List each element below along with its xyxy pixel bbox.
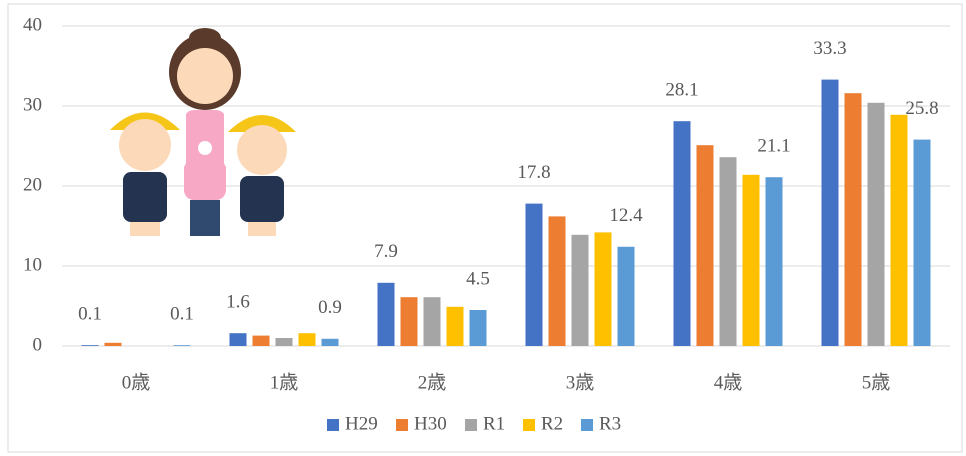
x-tick-label: 4歳 bbox=[714, 371, 743, 393]
bar bbox=[914, 140, 931, 346]
bar bbox=[618, 247, 635, 346]
legend-swatch bbox=[581, 419, 593, 431]
legend-swatch bbox=[396, 419, 408, 431]
bar bbox=[845, 93, 862, 346]
bar bbox=[868, 103, 885, 346]
bar bbox=[276, 338, 293, 346]
data-label: 0.1 bbox=[78, 304, 102, 325]
data-label: 33.3 bbox=[813, 38, 846, 59]
legend-swatch bbox=[523, 419, 535, 431]
bar bbox=[299, 333, 316, 346]
bar bbox=[447, 307, 464, 346]
bar bbox=[82, 345, 99, 346]
bar bbox=[174, 345, 191, 346]
chart: 0 10 20 30 40 0歳 0.1 0.1 1歳 1.6 0.9 2歳 7.9 4.5 3歳 17.8 1… bbox=[0, 0, 966, 456]
bar bbox=[822, 80, 839, 346]
bar bbox=[697, 145, 714, 346]
x-tick-label: 5歳 bbox=[862, 371, 891, 393]
x-tick-label: 2歳 bbox=[418, 371, 447, 393]
legend-swatch bbox=[327, 419, 339, 431]
data-label: 21.1 bbox=[757, 136, 790, 157]
bar bbox=[549, 216, 566, 346]
bar bbox=[766, 177, 783, 346]
bar bbox=[424, 297, 441, 346]
y-tick-label: 30 bbox=[23, 94, 42, 115]
legend-label: R3 bbox=[599, 413, 621, 434]
bar bbox=[470, 310, 487, 346]
data-label: 28.1 bbox=[665, 80, 698, 101]
data-label: 7.9 bbox=[374, 241, 398, 262]
data-label: 25.8 bbox=[905, 98, 938, 119]
data-label: 0.1 bbox=[170, 304, 194, 325]
bar bbox=[230, 333, 247, 346]
y-tick-label: 10 bbox=[23, 254, 42, 275]
y-tick-label: 20 bbox=[23, 174, 42, 195]
data-label: 0.9 bbox=[318, 297, 342, 318]
x-tick-label: 0歳 bbox=[122, 371, 151, 393]
legend-label: R1 bbox=[483, 413, 505, 434]
legend-label: R2 bbox=[541, 413, 563, 434]
x-tick-label: 1歳 bbox=[270, 371, 299, 393]
bar bbox=[674, 121, 691, 346]
y-tick-label: 40 bbox=[23, 14, 42, 35]
legend-label: H29 bbox=[345, 413, 378, 434]
bar bbox=[891, 115, 908, 346]
legend-swatch bbox=[465, 419, 477, 431]
bar bbox=[720, 157, 737, 346]
bar bbox=[378, 283, 395, 346]
x-tick-label: 3歳 bbox=[566, 371, 595, 393]
data-label: 17.8 bbox=[517, 162, 550, 183]
data-label: 12.4 bbox=[609, 205, 643, 226]
bar bbox=[401, 297, 418, 346]
y-tick-label: 0 bbox=[33, 334, 43, 355]
bar bbox=[253, 336, 270, 346]
legend-label: H30 bbox=[414, 413, 447, 434]
data-label: 4.5 bbox=[466, 268, 490, 289]
bar bbox=[572, 235, 589, 346]
bar bbox=[526, 204, 543, 346]
bar bbox=[105, 343, 122, 346]
bar bbox=[322, 339, 339, 346]
bar bbox=[595, 232, 612, 346]
data-label: 1.6 bbox=[226, 292, 250, 313]
bar bbox=[743, 175, 760, 346]
